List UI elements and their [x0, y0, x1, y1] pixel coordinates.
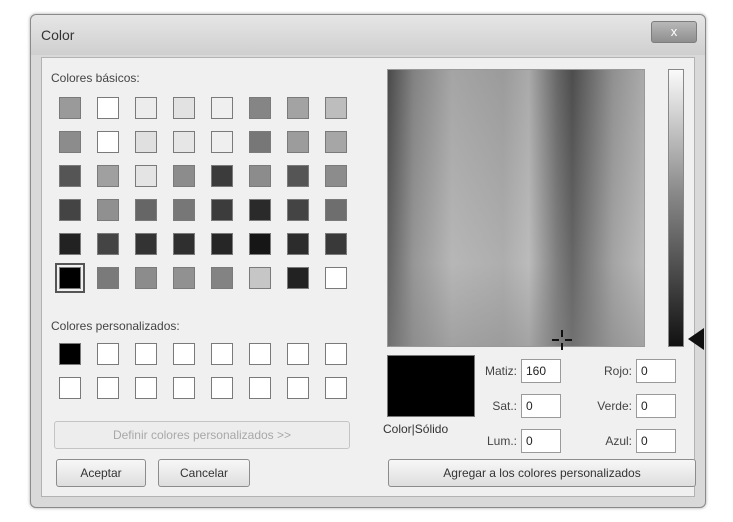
- basic-color-swatch[interactable]: [211, 199, 233, 221]
- basic-color-swatch[interactable]: [287, 165, 309, 187]
- basic-color-swatch[interactable]: [287, 233, 309, 255]
- basic-color-swatch[interactable]: [173, 199, 195, 221]
- basic-color-swatch[interactable]: [59, 233, 81, 255]
- basic-color-swatch[interactable]: [173, 267, 195, 289]
- basic-color-swatch[interactable]: [249, 131, 271, 153]
- basic-color-swatch[interactable]: [249, 267, 271, 289]
- custom-color-swatch[interactable]: [135, 377, 157, 399]
- custom-color-swatch[interactable]: [59, 377, 81, 399]
- basic-color-swatch[interactable]: [211, 267, 233, 289]
- basic-color-swatch[interactable]: [135, 267, 157, 289]
- color-spectrum[interactable]: [387, 69, 645, 350]
- sat-field[interactable]: [521, 394, 561, 418]
- custom-colors-label: Colores personalizados:: [51, 319, 180, 333]
- lum-field[interactable]: [521, 429, 561, 453]
- custom-color-swatch[interactable]: [173, 377, 195, 399]
- custom-color-swatch[interactable]: [287, 343, 309, 365]
- basic-color-swatch[interactable]: [325, 97, 347, 119]
- define-custom-colors-button[interactable]: Definir colores personalizados >>: [54, 421, 350, 449]
- blue-field[interactable]: [636, 429, 676, 453]
- custom-color-swatch[interactable]: [287, 377, 309, 399]
- color-solid-label: Color|Sólido: [383, 422, 449, 436]
- basic-color-swatch[interactable]: [249, 199, 271, 221]
- hue-field[interactable]: [521, 359, 561, 383]
- basic-color-swatch[interactable]: [325, 267, 347, 289]
- color-dialog: Color x Colores básicos: Colores persona…: [30, 14, 706, 508]
- custom-color-swatch[interactable]: [211, 377, 233, 399]
- sat-label: Sat.:: [492, 399, 517, 413]
- basic-color-swatch[interactable]: [325, 165, 347, 187]
- lum-label: Lum.:: [486, 434, 517, 448]
- basic-color-swatch[interactable]: [287, 131, 309, 153]
- basic-color-swatch[interactable]: [55, 263, 85, 293]
- basic-colors-grid: [55, 97, 347, 293]
- luminosity-arrow-icon[interactable]: [688, 328, 704, 350]
- basic-color-swatch[interactable]: [249, 97, 271, 119]
- custom-color-swatch[interactable]: [325, 343, 347, 365]
- ok-button[interactable]: Aceptar: [56, 459, 146, 487]
- custom-colors-grid: [59, 343, 347, 399]
- basic-color-swatch[interactable]: [249, 165, 271, 187]
- basic-color-swatch[interactable]: [211, 131, 233, 153]
- custom-color-swatch[interactable]: [325, 377, 347, 399]
- cancel-button[interactable]: Cancelar: [158, 459, 250, 487]
- basic-color-swatch[interactable]: [325, 131, 347, 153]
- basic-color-swatch[interactable]: [287, 97, 309, 119]
- basic-color-swatch[interactable]: [59, 97, 81, 119]
- dialog-title: Color: [41, 27, 75, 43]
- basic-color-swatch[interactable]: [287, 199, 309, 221]
- basic-color-swatch[interactable]: [173, 165, 195, 187]
- basic-color-swatch[interactable]: [135, 199, 157, 221]
- title-bar[interactable]: Color x: [31, 15, 705, 55]
- hue-label: Matiz:: [484, 364, 517, 378]
- add-to-custom-colors-button[interactable]: Agregar a los colores personalizados: [388, 459, 696, 487]
- basic-color-swatch[interactable]: [173, 97, 195, 119]
- basic-color-swatch[interactable]: [211, 233, 233, 255]
- custom-color-swatch[interactable]: [97, 343, 119, 365]
- basic-color-swatch[interactable]: [135, 131, 157, 153]
- basic-color-swatch[interactable]: [97, 131, 119, 153]
- basic-color-swatch[interactable]: [249, 233, 271, 255]
- basic-color-swatch[interactable]: [97, 267, 119, 289]
- basic-color-swatch[interactable]: [59, 199, 81, 221]
- basic-color-swatch[interactable]: [97, 199, 119, 221]
- basic-color-swatch[interactable]: [173, 131, 195, 153]
- basic-color-swatch[interactable]: [135, 97, 157, 119]
- basic-color-swatch[interactable]: [173, 233, 195, 255]
- green-field[interactable]: [636, 394, 676, 418]
- custom-color-swatch[interactable]: [135, 343, 157, 365]
- crosshair-cursor-icon[interactable]: [552, 330, 572, 350]
- close-button[interactable]: x: [651, 21, 697, 43]
- basic-color-swatch[interactable]: [97, 165, 119, 187]
- basic-color-swatch[interactable]: [135, 233, 157, 255]
- custom-color-swatch[interactable]: [249, 343, 271, 365]
- red-label: Rojo:: [603, 364, 632, 378]
- custom-color-swatch[interactable]: [249, 377, 271, 399]
- custom-color-swatch[interactable]: [59, 343, 81, 365]
- basic-color-swatch[interactable]: [325, 233, 347, 255]
- blue-label: Azul:: [605, 434, 632, 448]
- color-solid-preview: [387, 355, 475, 417]
- custom-color-swatch[interactable]: [173, 343, 195, 365]
- basic-color-swatch[interactable]: [59, 131, 81, 153]
- basic-color-swatch[interactable]: [97, 233, 119, 255]
- custom-color-swatch[interactable]: [211, 343, 233, 365]
- red-field[interactable]: [636, 359, 676, 383]
- basic-color-swatch[interactable]: [211, 97, 233, 119]
- luminosity-slider[interactable]: [668, 69, 684, 347]
- basic-color-swatch[interactable]: [59, 165, 81, 187]
- green-label: Verde:: [597, 399, 632, 413]
- basic-color-swatch[interactable]: [211, 165, 233, 187]
- basic-color-swatch[interactable]: [287, 267, 309, 289]
- basic-color-swatch[interactable]: [325, 199, 347, 221]
- custom-color-swatch[interactable]: [97, 377, 119, 399]
- basic-color-swatch[interactable]: [135, 165, 157, 187]
- dialog-body: Colores básicos: Colores personalizados:…: [41, 57, 704, 497]
- basic-color-swatch[interactable]: [97, 97, 119, 119]
- basic-colors-label: Colores básicos:: [51, 71, 140, 85]
